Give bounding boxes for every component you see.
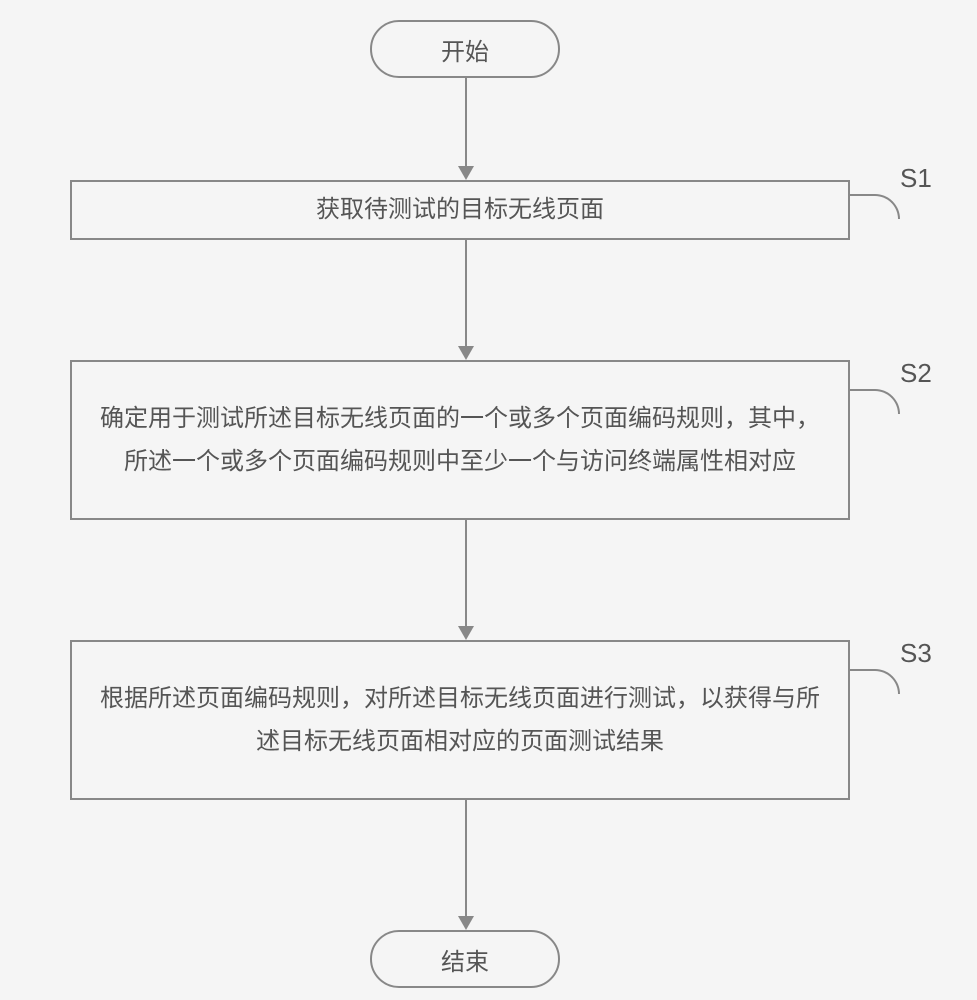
- s3-text: 根据所述页面编码规则，对所述目标无线页面进行测试，以获得与所述目标无线页面相对应…: [92, 677, 828, 763]
- connector-s3: [850, 669, 900, 694]
- label-s2: S2: [900, 358, 932, 389]
- connector-s2: [850, 389, 900, 414]
- arrow-1: [465, 78, 467, 178]
- process-s2: 确定用于测试所述目标无线页面的一个或多个页面编码规则，其中，所述一个或多个页面编…: [70, 360, 850, 520]
- arrow-2: [465, 240, 467, 358]
- end-node: 结束: [370, 930, 560, 988]
- connector-s1: [850, 194, 900, 219]
- end-text: 结束: [441, 942, 489, 977]
- process-s3: 根据所述页面编码规则，对所述目标无线页面进行测试，以获得与所述目标无线页面相对应…: [70, 640, 850, 800]
- arrow-4: [465, 800, 467, 928]
- label-s1: S1: [900, 163, 932, 194]
- flowchart-container: 开始 获取待测试的目标无线页面 S1 确定用于测试所述目标无线页面的一个或多个页…: [0, 0, 977, 1000]
- label-s3: S3: [900, 638, 932, 669]
- start-text: 开始: [441, 32, 489, 67]
- s2-text: 确定用于测试所述目标无线页面的一个或多个页面编码规则，其中，所述一个或多个页面编…: [92, 397, 828, 483]
- arrow-3: [465, 520, 467, 638]
- s1-text: 获取待测试的目标无线页面: [316, 188, 604, 231]
- process-s1: 获取待测试的目标无线页面: [70, 180, 850, 240]
- start-node: 开始: [370, 20, 560, 78]
